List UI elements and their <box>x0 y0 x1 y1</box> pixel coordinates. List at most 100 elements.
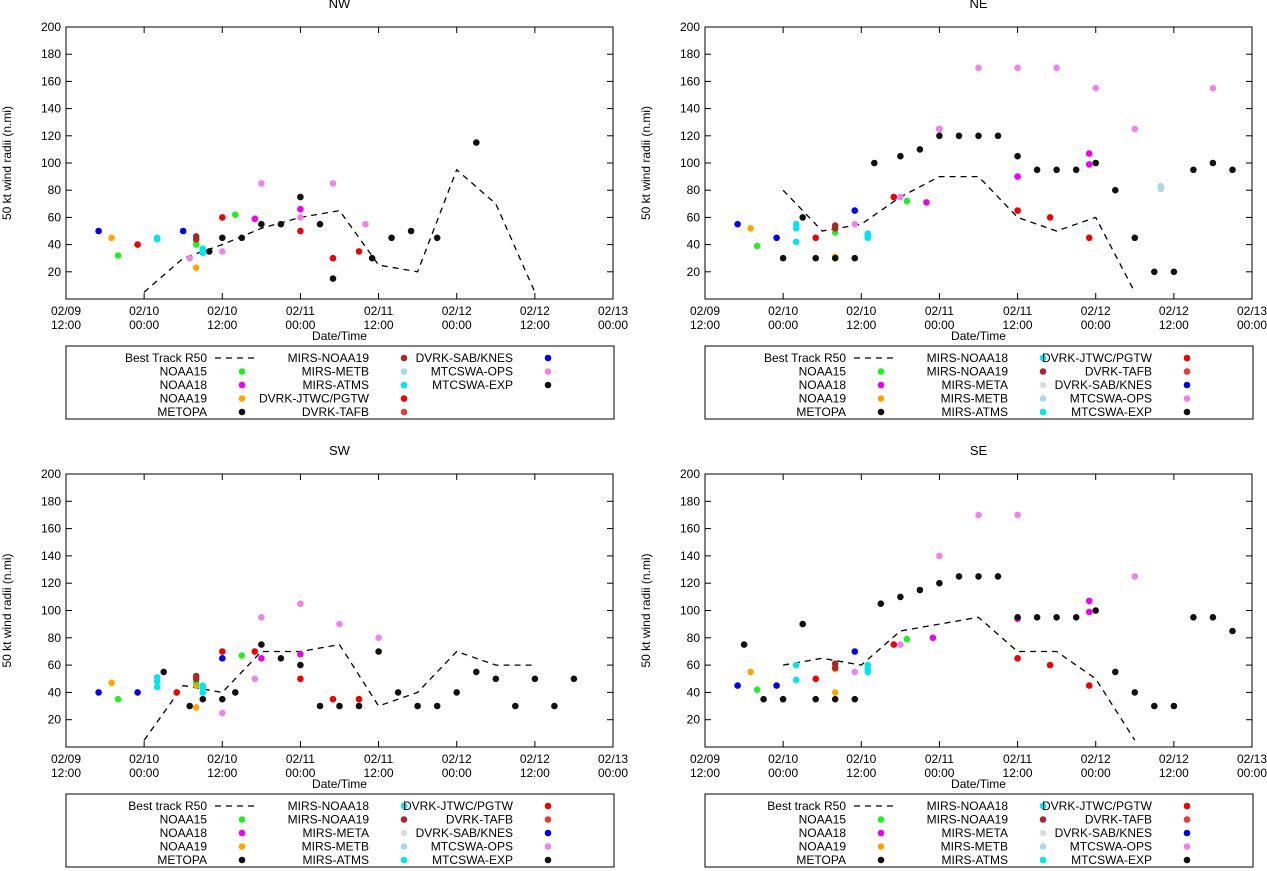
data-point-noaa19 <box>192 264 200 272</box>
x-tick-label-date: 02/13 <box>1237 752 1267 766</box>
y-tick-label: 180 <box>680 494 700 508</box>
y-tick-label: 140 <box>41 102 61 116</box>
data-point-mtcswa-ops <box>1014 64 1021 72</box>
y-tick-label: 60 <box>687 658 701 672</box>
legend-label: METOPA <box>796 405 846 419</box>
chart-title: SW <box>329 443 351 458</box>
data-point-mtcswa-exp <box>1209 159 1217 167</box>
legend-point-swatch <box>1039 829 1047 837</box>
data-point-dvrk-jtwc-pgtw <box>890 193 898 201</box>
data-point-mirs-atms <box>792 220 800 228</box>
x-tick-label-time: 00:00 <box>129 766 159 780</box>
x-tick-label-time: 00:00 <box>768 766 798 780</box>
data-point-metopa <box>219 695 226 703</box>
y-tick-label: 20 <box>687 265 701 279</box>
x-tick-label-time: 12:00 <box>51 766 81 780</box>
chart-panel-nw: NW2040608010012014016018020002/0912:0002… <box>0 0 628 420</box>
legend-point-swatch <box>1183 829 1191 837</box>
legend-point-swatch <box>400 802 408 810</box>
legend-label: NOAA18 <box>799 378 847 392</box>
data-point-noaa19 <box>747 668 754 676</box>
data-point-noaa19 <box>108 234 115 242</box>
data-point-noaa18 <box>1085 150 1093 157</box>
legend-point-swatch <box>877 381 885 389</box>
data-point-mtcswa-exp <box>994 132 1002 140</box>
data-point-mirs-atms <box>864 661 872 669</box>
y-tick-label: 80 <box>687 183 701 197</box>
x-tick-label-date: 02/10 <box>768 304 798 318</box>
data-point-metopa <box>199 695 207 703</box>
x-tick-label-time: 12:00 <box>51 318 81 332</box>
legend-point-swatch <box>877 829 885 837</box>
y-axis-label: 50 kt wind radii (n.mi) <box>0 553 14 667</box>
y-tick-label: 140 <box>680 102 700 116</box>
x-tick-label-date: 02/13 <box>598 304 628 318</box>
best-track-line <box>782 175 1136 293</box>
data-point-mtcswa-ops <box>851 220 859 228</box>
x-tick-label-time: 12:00 <box>364 766 394 780</box>
y-tick-label: 60 <box>687 210 701 224</box>
data-point-mirs-noaa19 <box>192 233 200 240</box>
legend-label: MTCSWA-EXP <box>1071 853 1152 867</box>
data-point-mtcswa-ops <box>329 180 337 187</box>
data-point-dvrk-sab-knes <box>219 655 226 662</box>
data-point-mtcswa-exp <box>414 702 421 710</box>
data-point-mtcswa-exp <box>1112 186 1119 194</box>
data-point-mtcswa-ops <box>258 180 265 187</box>
data-point-mtcswa-exp <box>1229 627 1236 635</box>
data-point-metopa <box>831 254 839 262</box>
data-point-metopa <box>760 695 767 703</box>
x-tick-label-date: 02/11 <box>364 304 393 318</box>
legend-label: MIRS-METB <box>302 365 369 379</box>
legend-label: NOAA15 <box>160 813 208 827</box>
legend-point-swatch <box>400 408 408 416</box>
legend-label: NOAA19 <box>799 840 847 854</box>
data-point-mirs-atms <box>792 238 800 246</box>
data-point-mtcswa-ops <box>936 125 943 133</box>
legend-point-swatch <box>400 354 408 362</box>
legend-label: DVRK-TAFB <box>1085 813 1152 827</box>
legend-box <box>704 345 1254 420</box>
data-point-mtcswa-exp <box>871 159 878 167</box>
data-point-noaa15 <box>753 686 761 693</box>
y-tick-label: 20 <box>48 265 62 279</box>
x-tick-label-date: 02/10 <box>768 752 798 766</box>
data-point-mirs-atms <box>153 683 161 691</box>
data-point-dvrk-jtwc-pgtw <box>134 241 141 248</box>
data-point-dvrk-jtwc-pgtw <box>219 648 226 655</box>
x-tick-label-time: 00:00 <box>1081 318 1111 332</box>
y-tick-label: 160 <box>41 522 61 536</box>
legend-point-swatch <box>1183 368 1191 375</box>
data-point-noaa15 <box>192 241 200 248</box>
legend-label: MIRS-ATMS <box>303 378 369 392</box>
data-point-mtcswa-exp <box>492 675 500 683</box>
x-tick-label-time: 12:00 <box>364 318 394 332</box>
x-tick-label-time: 00:00 <box>1237 318 1267 332</box>
data-point-noaa19 <box>831 689 839 696</box>
legend-label: MIRS-NOAA18 <box>927 351 1009 365</box>
data-point-mtcswa-exp <box>388 234 395 242</box>
legend-point-swatch <box>1183 408 1191 416</box>
plot-frame <box>65 26 614 300</box>
x-tick-label-date: 02/12 <box>1081 304 1111 318</box>
legend-point-swatch <box>1183 856 1191 864</box>
legend-point-swatch <box>1039 843 1047 850</box>
data-point-mtcswa-exp <box>1209 614 1217 621</box>
x-tick-label-time: 00:00 <box>924 766 954 780</box>
x-tick-label-date: 02/09 <box>51 304 81 318</box>
legend-point-swatch <box>238 368 246 375</box>
plot-area <box>734 511 1236 741</box>
data-point-noaa18 <box>923 199 930 206</box>
data-point-mtcswa-exp <box>975 573 982 580</box>
data-point-dvrk-jtwc-pgtw <box>329 254 337 262</box>
data-point-mtcswa-exp <box>955 573 963 580</box>
data-point-mtcswa-ops <box>1014 511 1021 519</box>
data-point-metopa <box>812 695 819 703</box>
data-point-metopa <box>219 234 226 242</box>
x-tick-label-date: 02/10 <box>129 304 159 318</box>
y-axis-label: 50 kt wind radii (n.mi) <box>639 106 653 220</box>
data-point-mtcswa-ops <box>375 634 382 642</box>
data-point-mtcswa-exp <box>1014 152 1021 160</box>
x-tick-label-date: 02/09 <box>51 752 81 766</box>
